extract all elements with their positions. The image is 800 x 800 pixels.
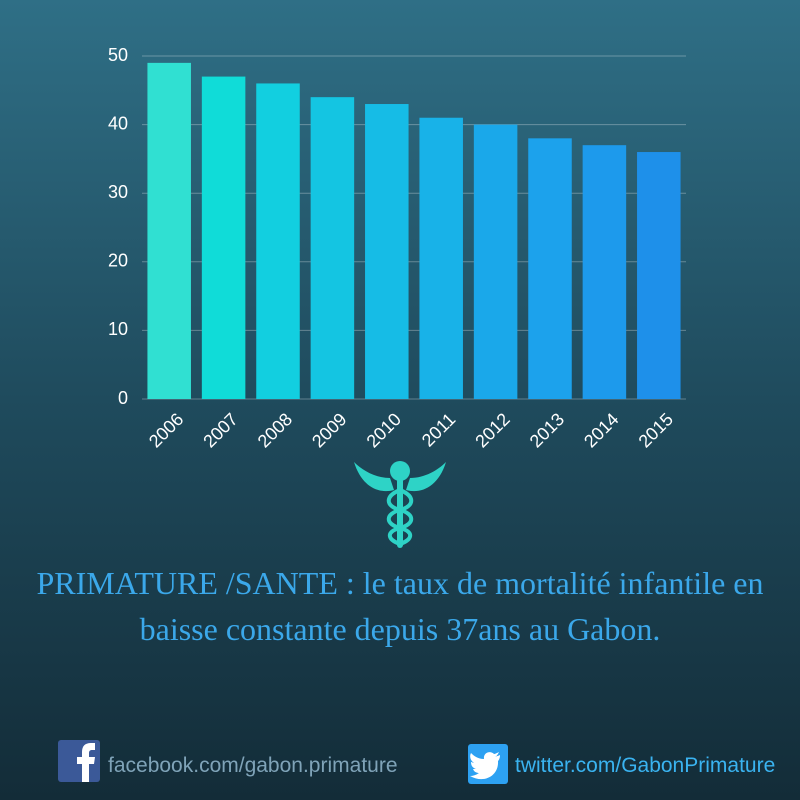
- bar: [365, 104, 409, 400]
- twitter-link: twitter.com/GabonPrimature: [515, 754, 776, 777]
- bar: [201, 76, 246, 399]
- facebook-icon: [58, 740, 100, 782]
- x-tick-label: 2014: [580, 409, 622, 451]
- bar: [419, 117, 463, 400]
- bar: [582, 145, 627, 399]
- y-tick-label: 10: [108, 319, 128, 339]
- bar: [528, 138, 572, 399]
- x-tick-label: 2009: [308, 409, 350, 451]
- y-tick-label: 20: [108, 251, 128, 271]
- x-tick-label: 2010: [363, 409, 405, 451]
- twitter-icon: [468, 744, 508, 784]
- x-tick-label: 2006: [145, 409, 187, 451]
- y-tick-label: 40: [108, 113, 128, 133]
- y-tick-label: 0: [118, 388, 128, 408]
- x-tick-label: 2013: [526, 409, 568, 451]
- caption: PRIMATURE /SANTE : le taux de mortalité …: [36, 565, 764, 647]
- bar: [147, 62, 191, 400]
- caduceus-icon: [354, 461, 446, 548]
- bar: [473, 124, 518, 399]
- x-tick-label: 2015: [635, 409, 677, 451]
- y-tick-label: 30: [108, 182, 128, 202]
- x-tick-label: 2012: [471, 409, 513, 451]
- bar: [256, 83, 300, 399]
- x-tick-label: 2008: [254, 409, 296, 451]
- bar: [310, 97, 355, 399]
- x-tick-label: 2007: [199, 409, 241, 451]
- y-tick-label: 50: [108, 45, 128, 65]
- facebook-link: facebook.com/gabon.primature: [108, 754, 398, 777]
- bar: [637, 152, 681, 399]
- x-tick-label: 2011: [418, 409, 460, 451]
